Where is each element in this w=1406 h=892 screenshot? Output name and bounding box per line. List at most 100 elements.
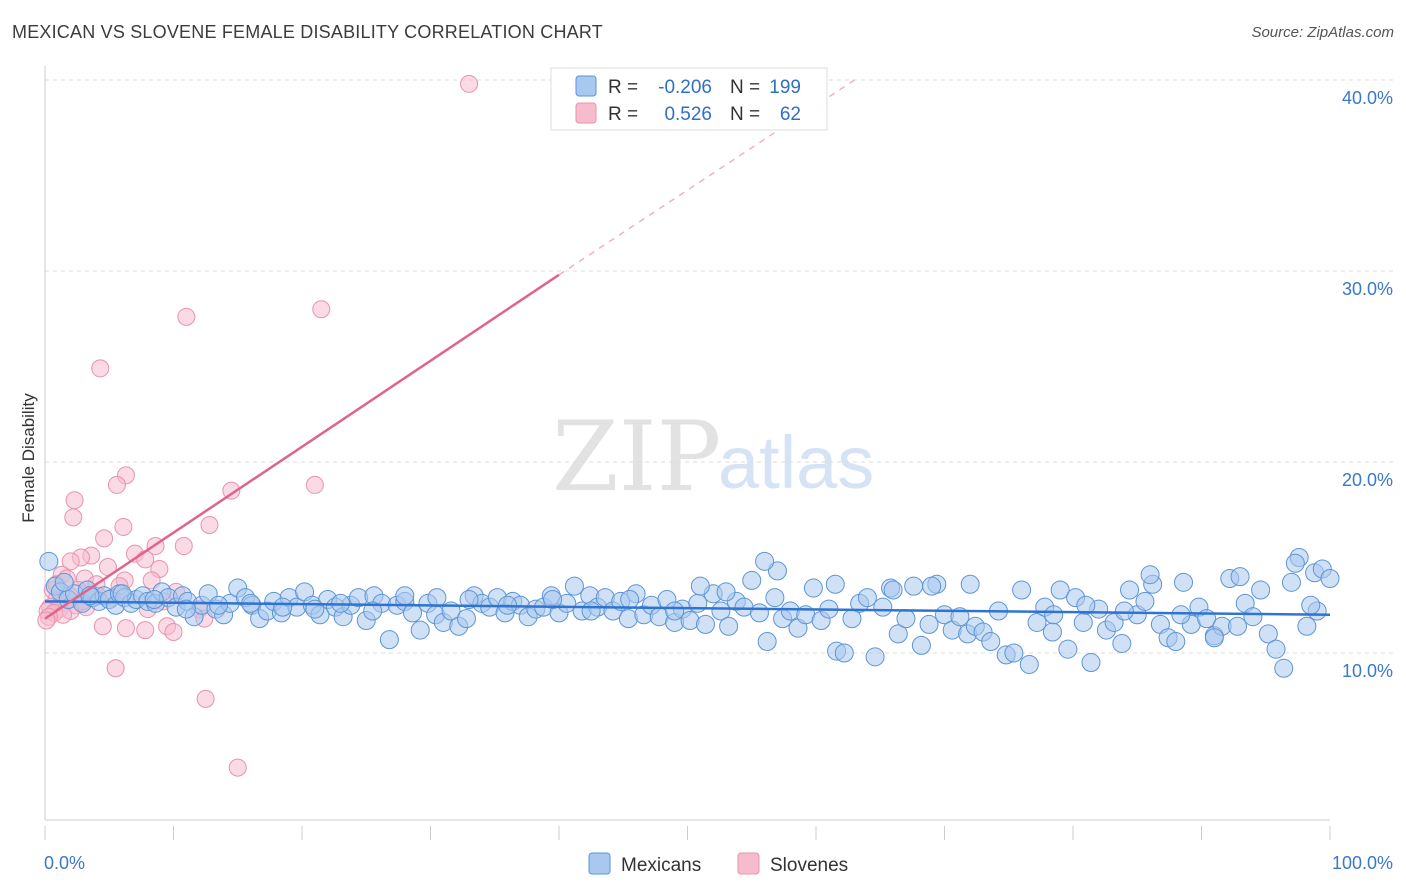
mexicans-point bbox=[1297, 616, 1317, 636]
slovenes-point bbox=[305, 475, 324, 494]
mexicans-point bbox=[581, 601, 601, 621]
mexicans-point bbox=[379, 630, 399, 650]
mexicans-point bbox=[395, 586, 415, 606]
mexicans-point bbox=[620, 590, 640, 610]
mexicans-point bbox=[54, 572, 74, 592]
mexicans-point bbox=[904, 576, 924, 596]
mexicans-point bbox=[1044, 605, 1064, 625]
legend-n-value-2: 62 bbox=[780, 104, 801, 125]
mexicans-point bbox=[1258, 624, 1278, 644]
mexicans-point bbox=[1012, 580, 1032, 600]
mexicans-point bbox=[911, 635, 931, 655]
bottom-legend-slovenes-label: Slovenes bbox=[770, 855, 848, 876]
legend-n-label-2: N = bbox=[730, 104, 760, 125]
mexicans-point bbox=[1112, 633, 1132, 653]
stats-legend: R = -0.206 N = 199 R = 0.526 N = 62 bbox=[550, 67, 828, 131]
mexicans-point bbox=[1301, 595, 1321, 615]
y-tick-label: 30.0% bbox=[1342, 279, 1393, 299]
bottom-legend-mexicans-swatch bbox=[588, 852, 611, 875]
mexicans-point bbox=[765, 588, 785, 608]
slovenes-point bbox=[174, 537, 193, 556]
legend-r-value-2: 0.526 bbox=[664, 104, 712, 125]
mexicans-point bbox=[888, 624, 908, 644]
mexicans-point bbox=[767, 561, 787, 581]
mexicans-point bbox=[208, 595, 228, 615]
y-axis-label: Female Disability bbox=[19, 393, 38, 523]
gridlines bbox=[45, 79, 1393, 654]
slovenes-points bbox=[37, 74, 479, 777]
slovenes-point bbox=[460, 74, 479, 93]
slovenes-point bbox=[228, 758, 247, 777]
mexicans-point bbox=[1266, 639, 1286, 659]
mexicans-point bbox=[543, 590, 563, 610]
mexicans-point bbox=[749, 603, 769, 623]
mexicans-point bbox=[695, 614, 715, 634]
slovenes-point bbox=[312, 300, 331, 319]
mexicans-swatch bbox=[575, 75, 597, 97]
mexicans-point bbox=[742, 570, 762, 590]
mexicans-point bbox=[1019, 654, 1039, 674]
mexicans-point bbox=[305, 599, 325, 619]
legend-r-label-1: R = bbox=[608, 77, 638, 98]
mexicans-point bbox=[755, 551, 775, 571]
slovenes-point bbox=[116, 619, 135, 638]
slovenes-point bbox=[114, 517, 133, 536]
axes bbox=[44, 66, 1331, 840]
slovenes-point bbox=[196, 689, 215, 708]
mexicans-point bbox=[1135, 591, 1155, 611]
slovenes-point bbox=[222, 481, 241, 500]
mexicans-point bbox=[1227, 616, 1247, 636]
chart-title: MEXICAN VS SLOVENE FEMALE DISABILITY COR… bbox=[12, 22, 603, 42]
y-tick-label: 40.0% bbox=[1342, 88, 1393, 108]
y-tick-label: 20.0% bbox=[1342, 470, 1393, 490]
slovenes-point bbox=[106, 659, 125, 678]
mexicans-point bbox=[1243, 607, 1263, 627]
mexicans-point bbox=[1004, 643, 1024, 663]
mexicans-point bbox=[1114, 601, 1134, 621]
legend-r-label-2: R = bbox=[608, 104, 638, 125]
watermark-zip: ZIP bbox=[552, 401, 721, 513]
legend-n-value-1: 199 bbox=[769, 77, 801, 98]
slovenes-swatch bbox=[575, 102, 597, 124]
mexicans-point bbox=[1027, 612, 1047, 632]
mexicans-point bbox=[1204, 628, 1224, 648]
slovenes-point bbox=[95, 529, 114, 548]
mexicans-point bbox=[719, 616, 739, 636]
mexicans-point bbox=[981, 632, 1001, 652]
mexicans-point bbox=[363, 601, 383, 621]
mexicans-point bbox=[857, 588, 877, 608]
mexicans-point bbox=[757, 632, 777, 652]
slovenes-point bbox=[136, 621, 155, 640]
stats-legend-box bbox=[550, 67, 828, 131]
mexicans-point bbox=[459, 590, 479, 610]
slovenes-point bbox=[61, 552, 80, 571]
mexicans-point bbox=[896, 609, 916, 629]
mexicans-point bbox=[1050, 580, 1070, 600]
slovenes-point bbox=[65, 491, 84, 510]
mexicans-point bbox=[410, 620, 430, 640]
mexicans-point bbox=[834, 643, 854, 663]
mexicans-point bbox=[1073, 612, 1093, 632]
mexicans-point bbox=[456, 609, 476, 629]
slovenes-point bbox=[200, 516, 219, 535]
legend-r-value-1: -0.206 bbox=[658, 77, 712, 98]
mexicans-point bbox=[883, 580, 903, 600]
mexicans-point bbox=[665, 601, 685, 621]
mexicans-point bbox=[273, 597, 293, 617]
mexicans-point bbox=[1081, 653, 1101, 673]
bottom-legend-slovenes-swatch bbox=[737, 852, 760, 875]
y-tick-labels: 10.0% 20.0% 30.0% 40.0% bbox=[1342, 88, 1393, 681]
mexicans-point bbox=[688, 593, 708, 613]
slovenes-point bbox=[91, 359, 110, 378]
slovenes-point bbox=[164, 622, 183, 641]
mexicans-point bbox=[564, 576, 584, 596]
mexicans-point bbox=[919, 614, 939, 634]
mexicans-point bbox=[1120, 580, 1140, 600]
mexicans-point bbox=[803, 578, 823, 598]
mexicans-point bbox=[1274, 658, 1294, 678]
mexicans-point bbox=[176, 599, 196, 619]
mexicans-point bbox=[1230, 567, 1250, 587]
mexicans-point bbox=[1140, 565, 1160, 585]
mexicans-point bbox=[1174, 572, 1194, 592]
mexicans-point bbox=[711, 601, 731, 621]
